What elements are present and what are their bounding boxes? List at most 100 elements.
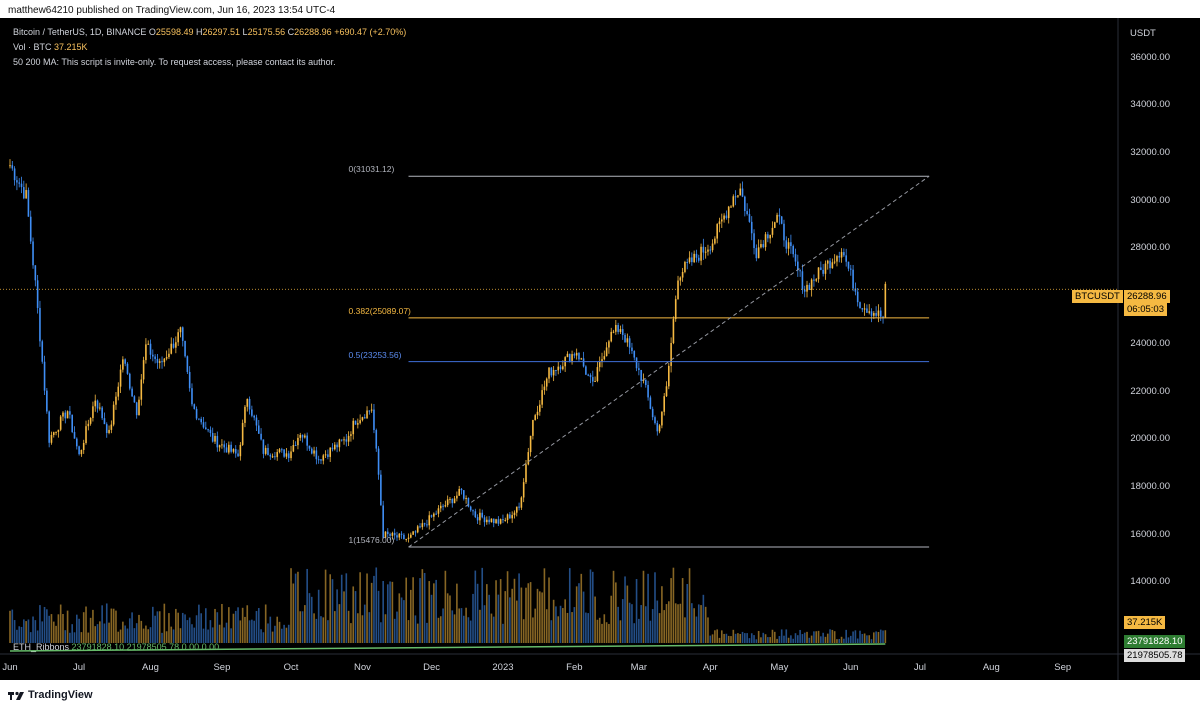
high-label: H bbox=[195, 27, 203, 37]
candle-body bbox=[317, 459, 320, 461]
candle-body bbox=[126, 363, 129, 374]
volume-bar bbox=[746, 633, 748, 643]
volume-bar bbox=[831, 629, 834, 643]
volume-bar bbox=[11, 609, 14, 643]
volume-bar bbox=[55, 625, 57, 643]
volume-bar bbox=[624, 576, 626, 643]
tradingview-logo-icon bbox=[8, 691, 24, 700]
candle-body bbox=[631, 347, 633, 351]
candle-body bbox=[573, 354, 576, 356]
volume-bar bbox=[601, 623, 603, 643]
ribbon-tag-2: 21978505.78 bbox=[1124, 649, 1186, 662]
candle-body bbox=[16, 180, 18, 183]
volume-bar bbox=[161, 632, 163, 643]
candle-body bbox=[191, 388, 193, 405]
candle-body bbox=[140, 379, 143, 400]
volume-label[interactable]: Vol · BTC bbox=[13, 42, 52, 52]
tradingview-brand[interactable]: TradingView bbox=[28, 689, 93, 701]
volume-bar bbox=[437, 617, 440, 643]
candle-body bbox=[36, 280, 39, 308]
candle-body bbox=[357, 423, 359, 425]
close-label: C bbox=[287, 27, 295, 37]
volume-bar bbox=[640, 605, 642, 643]
candle-body bbox=[829, 260, 831, 269]
price-chart[interactable] bbox=[0, 18, 1200, 680]
chart-pane[interactable]: Bitcoin / TetherUS, 1D, BINANCE O25598.4… bbox=[0, 18, 1200, 680]
volume-bar bbox=[59, 604, 62, 643]
volume-bar bbox=[778, 636, 781, 643]
x-tick-label: Aug bbox=[982, 662, 1000, 673]
volume-bar bbox=[306, 568, 308, 643]
candle-body bbox=[640, 369, 642, 381]
volume-bar bbox=[92, 609, 94, 643]
candle-body bbox=[638, 368, 640, 370]
candle-body bbox=[474, 511, 477, 518]
volume-bar bbox=[815, 631, 818, 643]
volume-bar bbox=[479, 609, 481, 643]
candle-body bbox=[131, 388, 133, 397]
candle-body bbox=[559, 366, 562, 370]
candle-body bbox=[868, 311, 871, 313]
candle-body bbox=[762, 244, 765, 248]
candle-body bbox=[693, 253, 695, 263]
candle-body bbox=[75, 438, 78, 447]
volume-bar bbox=[336, 589, 338, 643]
volume-bar bbox=[338, 604, 341, 643]
script-legend[interactable]: 50 200 MA: This script is invite-only. T… bbox=[13, 57, 336, 67]
volume-bar bbox=[216, 612, 219, 643]
candle-body bbox=[760, 244, 762, 248]
candle-body bbox=[186, 356, 189, 372]
volume-bar bbox=[644, 606, 647, 643]
volume-bar bbox=[573, 607, 576, 643]
candle-body bbox=[11, 165, 14, 169]
volume-bar bbox=[847, 637, 850, 643]
candle-body bbox=[778, 214, 781, 217]
candle-body bbox=[158, 361, 161, 363]
volume-bar bbox=[290, 568, 292, 643]
volume-bar bbox=[518, 573, 520, 643]
volume-bar bbox=[204, 608, 207, 643]
y-tick-label: 36000.00 bbox=[1130, 51, 1170, 63]
volume-bar bbox=[656, 600, 659, 643]
change-value: +690.47 (+2.70%) bbox=[334, 27, 407, 37]
volume-bar bbox=[608, 623, 610, 643]
candle-body bbox=[748, 214, 751, 222]
candle-body bbox=[423, 523, 426, 525]
candle-body bbox=[179, 327, 182, 333]
candle-body bbox=[548, 367, 550, 379]
high-value: 26297.51 bbox=[202, 27, 241, 37]
candle-body bbox=[200, 418, 202, 423]
volume-bar bbox=[386, 584, 389, 643]
volume-bar bbox=[707, 617, 709, 643]
volume-bar bbox=[787, 637, 790, 643]
volume-bar bbox=[188, 617, 191, 643]
volume-bar bbox=[115, 610, 117, 643]
candle-body bbox=[716, 224, 718, 239]
volume-bar bbox=[87, 632, 90, 643]
candle-body bbox=[439, 505, 442, 509]
volume-bar bbox=[52, 621, 55, 643]
candle-body bbox=[322, 455, 325, 461]
volume-bar bbox=[532, 617, 534, 643]
volume-bar bbox=[255, 610, 258, 643]
volume-bar bbox=[41, 621, 44, 643]
volume-bar bbox=[262, 632, 265, 643]
candle-body bbox=[492, 518, 495, 524]
candle-body bbox=[50, 434, 53, 443]
ribbons-legend[interactable]: ETH_Ribbons 23791828.10 21978505.78 0.00… bbox=[13, 642, 219, 652]
candle-body bbox=[479, 512, 481, 521]
volume-bar bbox=[684, 617, 686, 643]
symbol-title[interactable]: Bitcoin / TetherUS, 1D, BINANCE bbox=[13, 27, 147, 37]
volume-bar bbox=[849, 635, 852, 643]
volume-bar bbox=[506, 571, 509, 643]
candle-body bbox=[792, 246, 795, 255]
volume-bar bbox=[119, 629, 122, 643]
candle-body bbox=[709, 249, 712, 251]
candle-body bbox=[824, 263, 827, 274]
volume-bar bbox=[391, 581, 394, 643]
candle-body bbox=[847, 261, 850, 269]
volume-bar bbox=[43, 606, 46, 643]
volume-bar bbox=[80, 632, 83, 643]
volume-bar bbox=[527, 583, 530, 643]
candle-body bbox=[562, 366, 564, 370]
